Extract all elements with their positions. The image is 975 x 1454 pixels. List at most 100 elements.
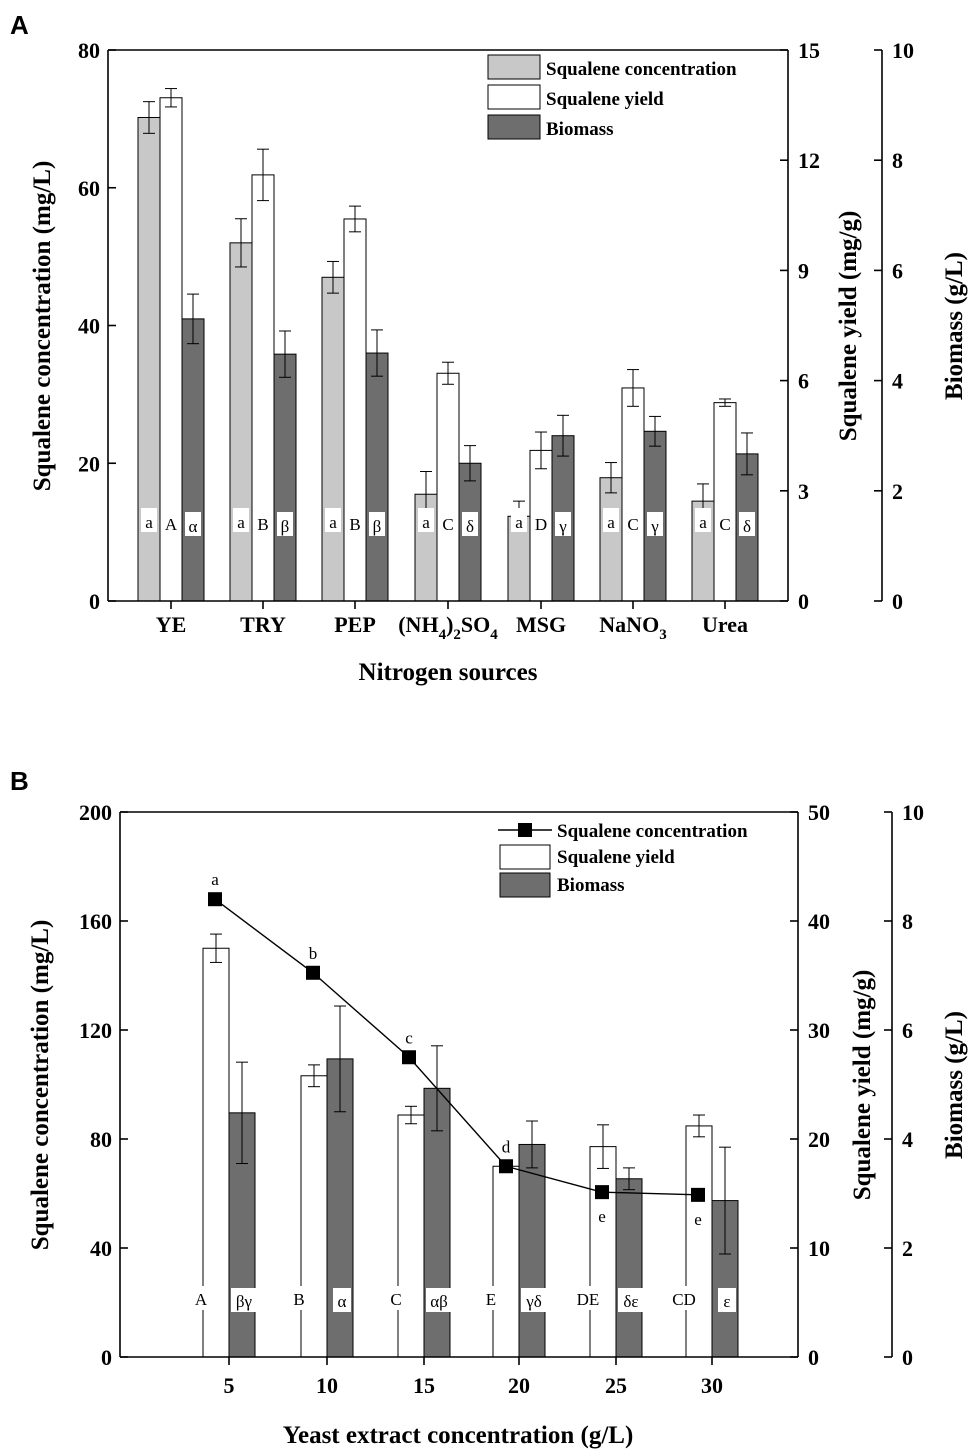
line-sig-label-30: e	[694, 1210, 702, 1229]
line-sig-label-10: b	[309, 944, 318, 963]
bar-b-biomass-15	[423, 1087, 451, 1358]
panel-b-x-tick-label-20: 20	[508, 1373, 530, 1398]
legend-label-b-biomass: Biomass	[557, 875, 625, 896]
bar-b-biomass-5-sig-label: βγ	[236, 1292, 253, 1311]
marker-squalene-concentration-20	[499, 1159, 513, 1174]
bar-b-squalene-yield-15	[397, 1114, 425, 1358]
legend-label-b-squalene-concentration: Squalene concentration	[557, 821, 748, 842]
bar-b-biomass-25-sig-label: δε	[623, 1292, 638, 1311]
bar-b-squalene-yield-20	[492, 1165, 520, 1358]
bar-biomass-urea-sig-label: δ	[743, 517, 751, 536]
panel-a-right1-axis-tick-label: 9	[798, 258, 809, 283]
panel-b-right2-axis-tick-label: 10	[902, 800, 924, 825]
bar-squalene-concentration-nano3-sig-bg	[603, 508, 619, 532]
bar-squalene-yield-urea	[713, 402, 737, 602]
bar-squalene-concentration-try-sig-bg	[233, 508, 249, 532]
bar-squalene-yield-ye-sig-bg	[163, 512, 179, 536]
x-tick-label-urea: Urea	[702, 612, 748, 637]
marker-squalene-concentration-15	[402, 1050, 416, 1065]
panel-b-right1-axis-tick-label: 40	[808, 909, 830, 934]
bar-biomass-try	[273, 353, 297, 602]
panel-b-x-axis-title: Yeast extract concentration (g/L)	[283, 1422, 634, 1449]
panel-b-right2-axis-tick-label: 8	[902, 909, 913, 934]
bar-b-squalene-yield-10	[300, 1075, 328, 1358]
legend-label-biomass: Biomass	[546, 119, 614, 140]
bar-b-biomass-25-sig-bg	[618, 1288, 644, 1312]
marker-squalene-concentration-5	[208, 892, 222, 907]
bar-b-squalene-yield-25-sig-label: DE	[577, 1290, 600, 1309]
bar-b-squalene-yield-20-sig-bg	[482, 1286, 500, 1310]
legend-swatch-squalene-concentration	[487, 54, 541, 80]
panel-b-right1-axis-title: Squalene yield (mg/g)	[849, 970, 876, 1201]
bar-b-squalene-yield-15-sig-bg	[387, 1286, 405, 1310]
panel-a-left-axis-tick-label: 60	[78, 176, 100, 201]
panel-b-label: B	[10, 766, 29, 796]
panel-b-x-tick-label-30: 30	[701, 1373, 723, 1398]
bar-biomass-try-sig-bg	[277, 512, 293, 536]
bar-b-biomass-15-sig-bg	[426, 1288, 452, 1312]
bar-squalene-concentration-try	[229, 242, 253, 602]
panel-b-right1-axis-tick-label: 50	[808, 800, 830, 825]
panel-a-legend: Squalene concentration Squalene yield Bi…	[487, 54, 737, 140]
panel-b-right2-axis-tick-label: 0	[902, 1345, 913, 1370]
bar-b-squalene-yield-30-sig-label: CD	[672, 1290, 696, 1309]
panel-b-x-tick-label-5: 5	[224, 1373, 235, 1398]
panel-b-right1-axis-tick-label: 10	[808, 1236, 830, 1261]
bar-squalene-yield-nano3	[621, 387, 645, 602]
bar-squalene-yield-nano3-sig-bg	[625, 512, 641, 536]
panel-b-left-axis-tick-label: 80	[90, 1127, 112, 1152]
panel-b-legend: Squalene concentration Squalene yield Bi…	[498, 821, 748, 898]
bar-biomass-msg-sig-label: γ	[558, 517, 567, 536]
panel-a-right1-axis-title: Squalene yield (mg/g)	[835, 211, 862, 442]
bar-biomass-urea-sig-bg	[739, 512, 755, 536]
bar-b-biomass-30-sig-bg	[718, 1288, 736, 1312]
x-tick-label-pep: PEP	[334, 612, 376, 637]
panel-b-left-axis-tick-label: 160	[79, 909, 112, 934]
panel-a-axes: 0 20 40 60 80 0 3 6 9 12 15 0 2 4 6 8 10	[78, 38, 914, 614]
legend-label-squalene-concentration: Squalene concentration	[546, 59, 737, 80]
panel-a-left-axis-tick-label: 80	[78, 38, 100, 63]
panel-b-right1-axis-tick-label: 0	[808, 1345, 819, 1370]
bar-squalene-yield-try-sig-bg	[255, 512, 271, 536]
marker-squalene-concentration-25	[595, 1185, 609, 1200]
bar-squalene-concentration-pep-sig-label: a	[329, 513, 337, 532]
panel-b-axes: 5 10 15 20 25 30 0 40 80 120 160 200 0 10 20 30 40 50 0 2 4 6…	[79, 800, 924, 1398]
bar-biomass-pep-sig-bg	[369, 512, 385, 536]
line-sig-label-25: e	[598, 1207, 606, 1226]
panel-b-right2-axis-tick-label: 6	[902, 1018, 913, 1043]
legend-swatch-biomass	[487, 114, 541, 140]
bar-squalene-yield-try-sig-label: B	[257, 515, 268, 534]
bar-squalene-yield-msg-sig-bg	[533, 512, 549, 536]
legend-swatch-b-biomass	[499, 872, 551, 898]
bar-squalene-concentration-nh4-2so4-sig-label: a	[422, 513, 430, 532]
bar-biomass-pep-sig-label: β	[373, 517, 382, 536]
panel-a-right1-axis-tick-label: 12	[798, 148, 820, 173]
panel-a-right2-axis-tick-label: 10	[892, 38, 914, 63]
legend-swatch-b-squalene-yield	[499, 844, 551, 870]
bar-b-squalene-yield-20-sig-label: E	[486, 1290, 496, 1309]
bar-squalene-concentration-nano3-sig-label: a	[607, 513, 615, 532]
bar-b-squalene-yield-15-sig-label: C	[390, 1290, 401, 1309]
bar-biomass-msg-sig-bg	[555, 512, 571, 536]
panel-b-x-tick-label-10: 10	[316, 1373, 338, 1398]
panel-a-left-axis-tick-label: 20	[78, 451, 100, 476]
panel-b-x-tick-label-25: 25	[605, 1373, 627, 1398]
bar-b-biomass-10-sig-bg	[333, 1288, 351, 1312]
bar-biomass-ye	[181, 318, 205, 602]
marker-squalene-concentration-30	[691, 1187, 705, 1202]
line-sig-label-15: c	[405, 1028, 413, 1047]
bar-squalene-concentration-nano3	[599, 477, 623, 602]
bar-b-squalene-yield-5-sig-label: A	[195, 1290, 208, 1309]
x-tick-label-nh4-2so4: (NH4)2SO4	[398, 612, 498, 643]
panel-a-right2-axis-tick-label: 8	[892, 148, 903, 173]
bar-biomass-nh4-2so4-sig-label: δ	[466, 517, 474, 536]
bar-biomass-pep	[365, 352, 389, 602]
bar-biomass-nano3-sig-bg	[647, 512, 663, 536]
panel-b-right1-axis-tick-label: 20	[808, 1127, 830, 1152]
bar-b-squalene-yield-10-sig-bg	[290, 1286, 308, 1310]
panel-a-right1-axis-tick-label: 3	[798, 479, 809, 504]
x-tick-label-msg: MSG	[516, 612, 566, 637]
bar-squalene-concentration-urea-sig-label: a	[699, 513, 707, 532]
panel-a-right1-axis-tick-label: 0	[798, 589, 809, 614]
